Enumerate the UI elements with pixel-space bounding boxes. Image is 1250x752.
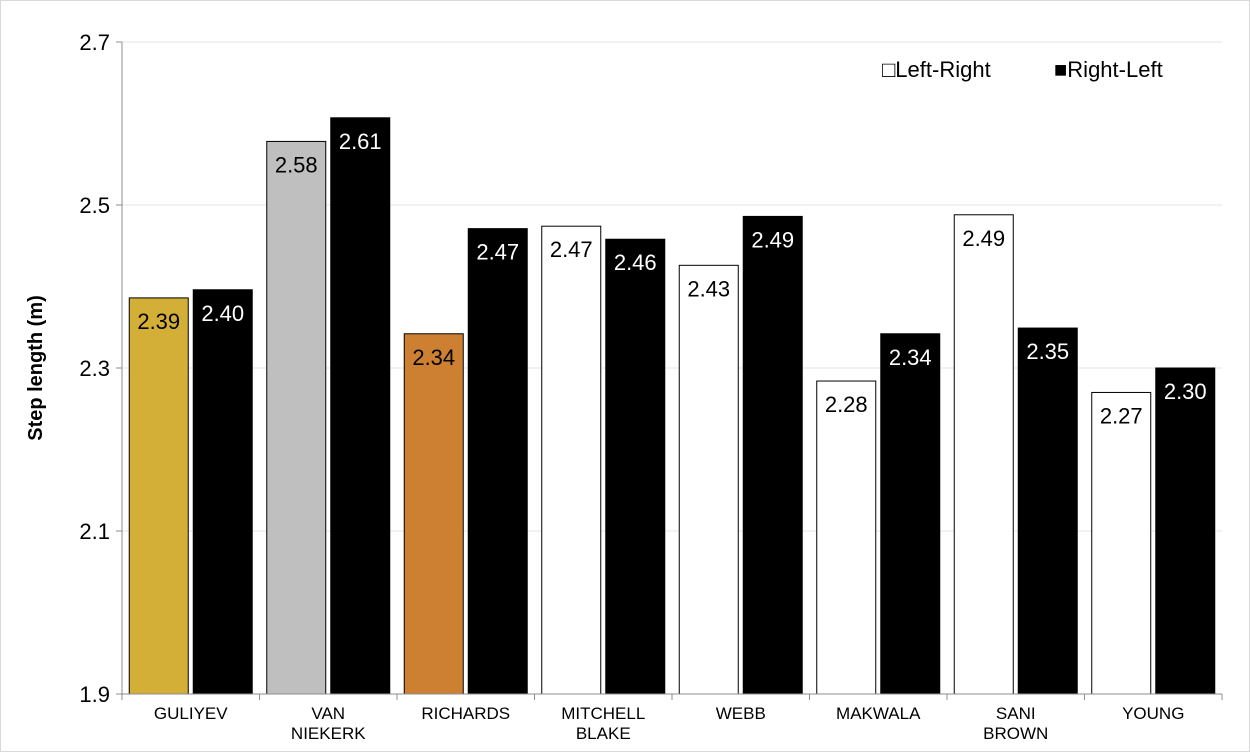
x-tick-label: MAKWALA: [836, 704, 921, 723]
x-tick-label: YOUNG: [1122, 704, 1184, 723]
bar-right-left: [605, 238, 666, 695]
bar-left-right: [128, 297, 189, 695]
data-label: 2.58: [275, 152, 318, 177]
x-tick-label: WEBB: [716, 704, 766, 723]
x-tick-label: RICHARDS: [421, 704, 510, 723]
data-label: 2.39: [137, 309, 180, 334]
axes: [121, 42, 1222, 695]
data-label: 2.61: [339, 129, 382, 154]
bar-left-right: [541, 225, 602, 695]
x-tick-label-line: YOUNG: [1122, 704, 1184, 723]
data-label: 2.47: [476, 240, 519, 265]
data-label: 2.40: [201, 301, 244, 326]
legend-entry-right-left: ■Right-Left: [1054, 57, 1163, 82]
y-tick-label: 2.5: [79, 193, 110, 218]
bar-right-left: [742, 215, 803, 695]
legend-entry-left-right: □Left-Right: [882, 57, 991, 82]
y-tick-label: 2.1: [79, 519, 110, 544]
x-tick-label-line: BROWN: [983, 724, 1048, 743]
y-tick-label: 2.3: [79, 356, 110, 381]
legend-label-left-right: Left-Right: [895, 57, 990, 82]
bar-left-right: [403, 333, 464, 695]
bar-right-left: [467, 228, 528, 695]
x-tick-label-line: WEBB: [716, 704, 766, 723]
data-label: 2.28: [825, 392, 868, 417]
y-tick-labels: 1.9 2.1 2.3 2.5 2.7: [79, 30, 110, 707]
x-tick-label-line: SANI: [996, 704, 1036, 723]
legend-symbol-left-right: □: [882, 57, 895, 82]
bar-right-left: [330, 117, 391, 695]
x-tick-label-line: BLAKE: [576, 724, 631, 743]
data-label: 2.30: [1164, 379, 1207, 404]
legend: □Left-Right ■Right-Left: [882, 57, 1163, 82]
y-tick-label: 1.9: [79, 682, 110, 707]
bar-left-right: [1091, 391, 1152, 695]
data-label: 2.34: [889, 345, 932, 370]
x-tick-label-line: GULIYEV: [154, 704, 228, 723]
x-tick-label: MITCHELL BLAKE: [561, 704, 645, 743]
x-tick-label-line: MAKWALA: [836, 704, 921, 723]
x-tick-labels: GULIYEV VAN NIEKERK RICHARDS MITCHELL BLAKE WE…: [154, 704, 1185, 743]
bar-right-left: [1017, 327, 1078, 695]
x-tick-label: VAN NIEKERK: [291, 704, 366, 743]
bar-left-right: [678, 264, 739, 695]
x-tick-label: GULIYEV: [154, 704, 228, 723]
data-label: 2.47: [550, 237, 593, 262]
data-label: 2.49: [962, 226, 1005, 251]
x-tick-label-line: NIEKERK: [291, 724, 366, 743]
x-tick-label-line: RICHARDS: [421, 704, 510, 723]
y-axis-label: Step length (m): [25, 295, 47, 441]
legend-label-right-left: Right-Left: [1067, 57, 1162, 82]
bars: 2.39 2.40 2.58 2.61 2.34 2.47 2.47 2.46 2.43 2.49…: [128, 117, 1216, 695]
data-label: 2.46: [614, 250, 657, 275]
data-label: 2.35: [1026, 339, 1069, 364]
bar-right-left: [1155, 367, 1216, 695]
bar-left-right: [816, 380, 877, 695]
x-tick-label-line: MITCHELL: [561, 704, 645, 723]
bar-left-right: [953, 214, 1014, 695]
data-label: 2.43: [687, 276, 730, 301]
bar-left-right: [266, 140, 327, 695]
data-label: 2.34: [412, 345, 455, 370]
bar-right-left: [880, 333, 941, 695]
legend-symbol-right-left: ■: [1054, 57, 1067, 82]
x-tick-label: SANI BROWN: [983, 704, 1048, 743]
y-tick-label: 2.7: [79, 30, 110, 55]
data-label: 2.27: [1100, 403, 1143, 428]
x-tick-label-line: VAN: [311, 704, 345, 723]
bar-right-left: [192, 289, 253, 695]
data-label: 2.49: [751, 227, 794, 252]
